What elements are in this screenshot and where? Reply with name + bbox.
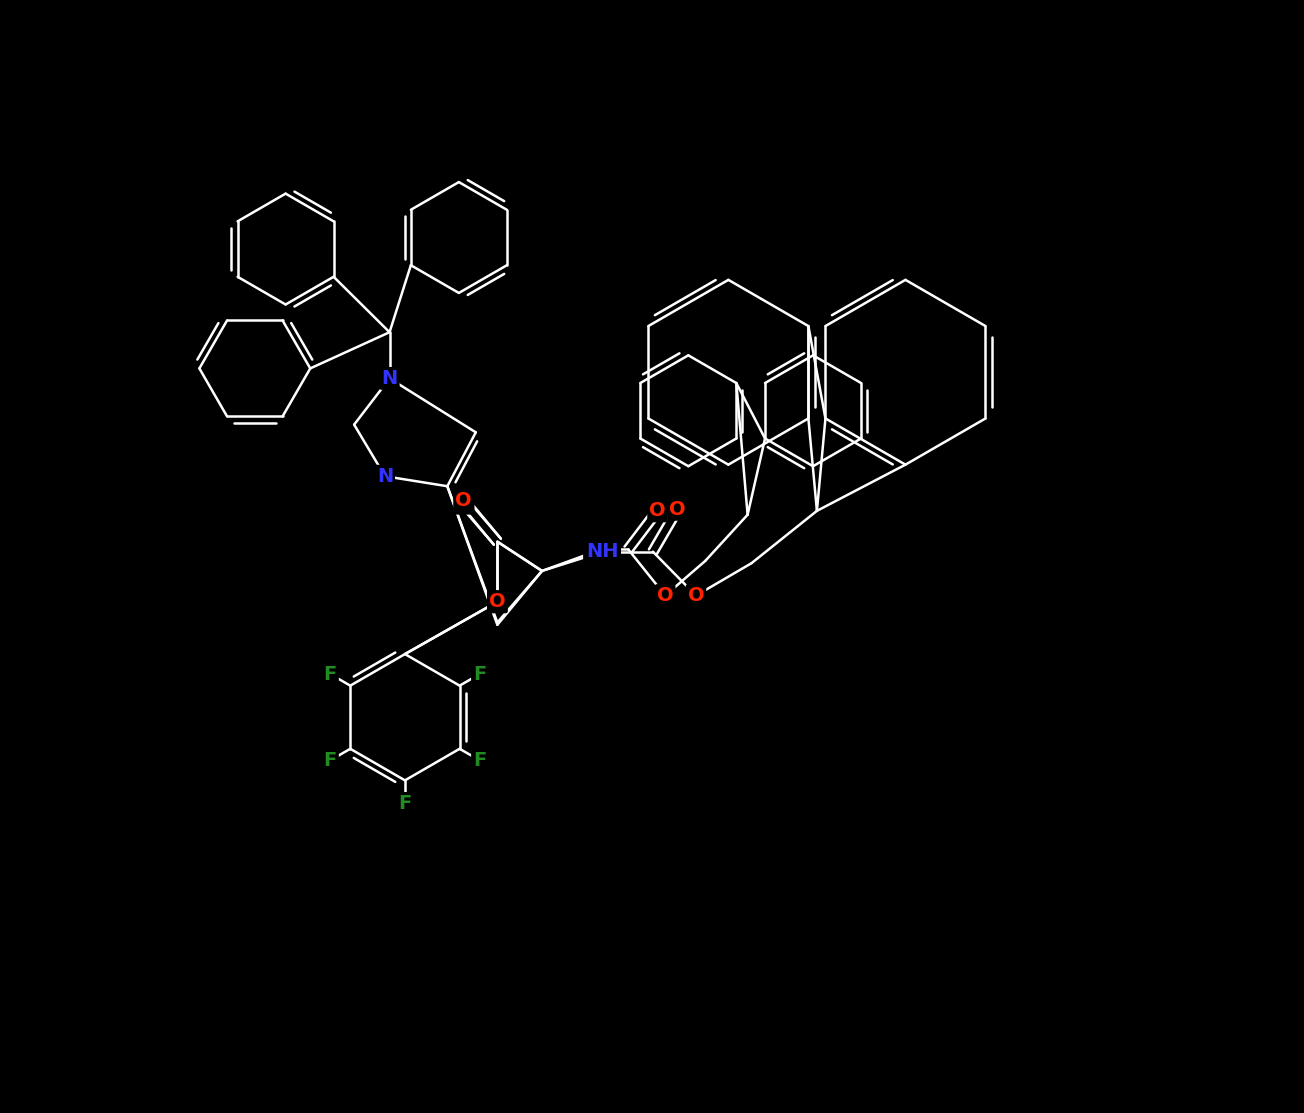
Text: O: O	[687, 587, 704, 605]
Text: F: F	[398, 794, 412, 812]
Text: O: O	[456, 494, 472, 513]
Text: O: O	[489, 592, 506, 611]
Text: N: N	[382, 368, 398, 388]
Text: N: N	[377, 466, 393, 485]
Text: F: F	[473, 751, 486, 770]
Text: O: O	[489, 592, 506, 611]
Text: NH: NH	[585, 540, 618, 559]
Text: O: O	[669, 500, 686, 519]
Text: O: O	[649, 501, 666, 521]
Text: F: F	[323, 664, 336, 683]
Text: O: O	[657, 587, 674, 605]
Text: F: F	[473, 664, 486, 683]
Text: NH: NH	[587, 542, 619, 561]
Text: F: F	[323, 751, 336, 770]
Text: O: O	[455, 491, 472, 511]
